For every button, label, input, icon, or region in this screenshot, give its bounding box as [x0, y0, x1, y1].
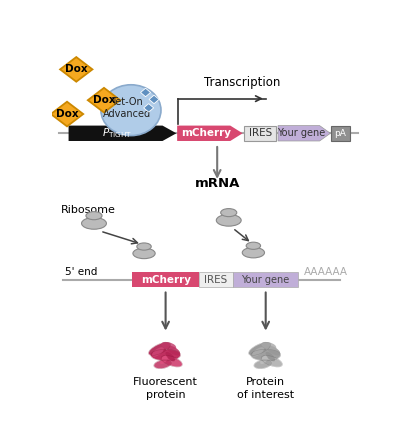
Ellipse shape: [137, 243, 151, 250]
Polygon shape: [278, 125, 330, 141]
Text: Your gene: Your gene: [241, 274, 290, 284]
Ellipse shape: [251, 350, 280, 361]
Text: 5' end: 5' end: [65, 267, 97, 277]
Ellipse shape: [154, 360, 171, 368]
Ellipse shape: [151, 350, 180, 361]
Ellipse shape: [260, 355, 268, 364]
Bar: [331, 125, 350, 141]
Text: IRES: IRES: [205, 274, 228, 284]
Polygon shape: [149, 95, 159, 104]
Ellipse shape: [160, 355, 168, 364]
Text: $\mathit{P}_{\mathrm{TIGHT}}$: $\mathit{P}_{\mathrm{TIGHT}}$: [102, 126, 132, 140]
Bar: [132, 272, 200, 287]
Polygon shape: [177, 125, 243, 141]
Polygon shape: [144, 104, 153, 112]
Text: mCherry: mCherry: [141, 274, 191, 284]
Ellipse shape: [149, 343, 170, 355]
Ellipse shape: [242, 247, 264, 258]
Polygon shape: [68, 125, 177, 141]
Ellipse shape: [152, 347, 164, 357]
Polygon shape: [51, 102, 83, 126]
Bar: [200, 272, 232, 287]
Ellipse shape: [101, 85, 161, 135]
Ellipse shape: [261, 342, 276, 350]
Text: pA: pA: [335, 129, 346, 138]
Ellipse shape: [266, 352, 275, 361]
Text: mCherry: mCherry: [181, 128, 231, 138]
Bar: [244, 125, 277, 141]
Text: Ribosome: Ribosome: [61, 205, 116, 215]
Ellipse shape: [166, 346, 180, 355]
Text: Fluorescent
protein: Fluorescent protein: [133, 378, 198, 400]
Ellipse shape: [252, 347, 264, 357]
Ellipse shape: [162, 356, 182, 367]
Text: Protein
of interest: Protein of interest: [237, 378, 294, 400]
Ellipse shape: [133, 248, 155, 259]
Text: Dox: Dox: [56, 109, 78, 119]
Ellipse shape: [266, 346, 280, 355]
Ellipse shape: [221, 208, 237, 217]
Ellipse shape: [246, 242, 260, 250]
Polygon shape: [88, 88, 120, 112]
Ellipse shape: [254, 360, 271, 368]
Ellipse shape: [166, 352, 175, 361]
Ellipse shape: [161, 342, 176, 350]
Polygon shape: [141, 88, 151, 97]
Ellipse shape: [262, 356, 282, 367]
Ellipse shape: [81, 218, 107, 229]
Polygon shape: [60, 57, 92, 82]
Text: Dox: Dox: [93, 95, 115, 105]
Text: AAAAAA: AAAAAA: [304, 267, 348, 277]
Text: Dox: Dox: [65, 64, 87, 74]
Ellipse shape: [86, 212, 102, 220]
Bar: [232, 272, 298, 287]
Text: Your gene: Your gene: [277, 128, 325, 138]
Text: IRES: IRES: [249, 128, 272, 138]
Text: Tet-On
Advanced: Tet-On Advanced: [103, 97, 151, 119]
Text: Transcription: Transcription: [205, 76, 281, 90]
Text: mRNA: mRNA: [194, 177, 240, 190]
Ellipse shape: [249, 343, 270, 355]
Ellipse shape: [216, 215, 241, 226]
